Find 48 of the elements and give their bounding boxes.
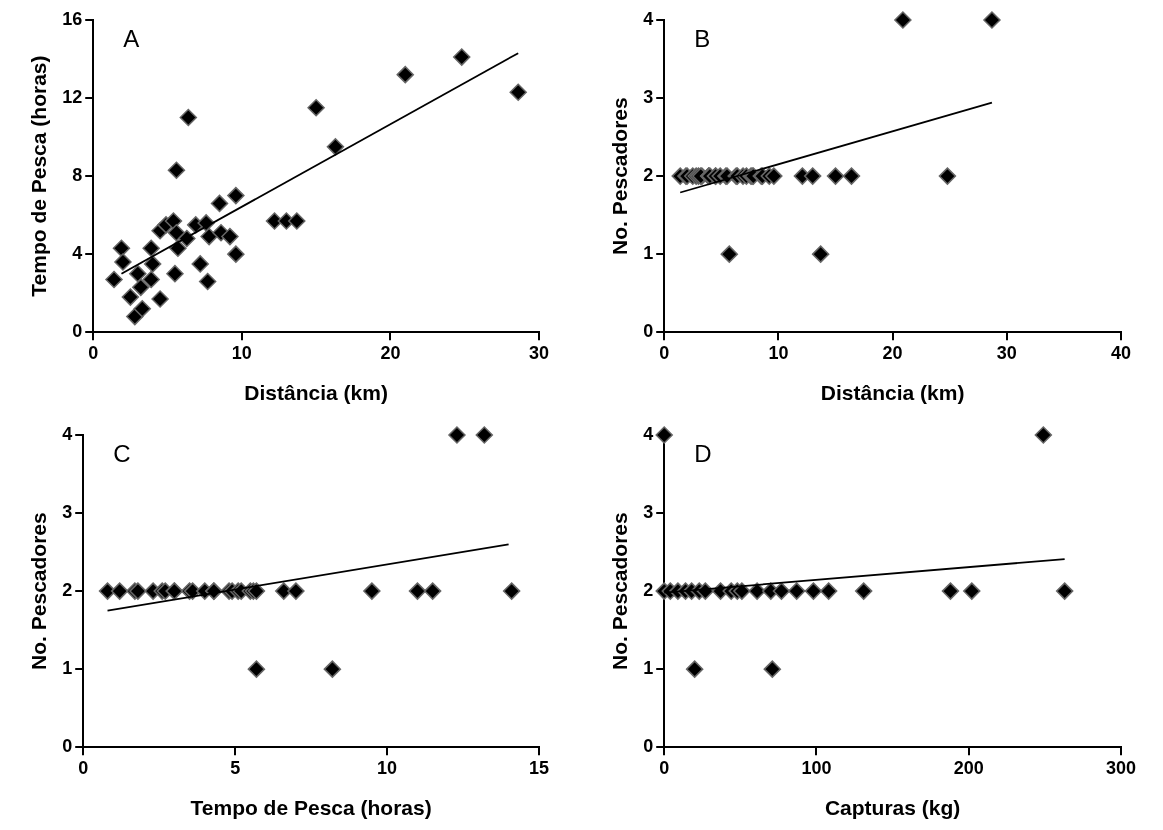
y-tick-label: 2 <box>62 580 73 601</box>
y-axis-title: No. Pescadores <box>608 97 632 255</box>
y-tick-label: 12 <box>62 87 83 108</box>
annotation: C <box>113 439 131 467</box>
x-tick-label: 0 <box>88 342 99 363</box>
y-tick-label: 3 <box>643 502 654 523</box>
x-tick-label: 30 <box>996 342 1017 363</box>
x-tick-label: 5 <box>230 757 241 778</box>
annotation: A <box>123 24 140 52</box>
annotation: B <box>694 24 711 52</box>
y-tick-label: 4 <box>62 423 73 444</box>
y-axis-title: No. Pescadores <box>608 512 632 670</box>
x-axis-title: Distância (km) <box>244 381 388 405</box>
y-tick-label: 0 <box>643 321 654 342</box>
y-tick-label: 2 <box>643 165 654 186</box>
annotation: D <box>694 439 712 467</box>
x-tick-label: 20 <box>380 342 401 363</box>
y-tick-label: 4 <box>72 243 83 264</box>
y-tick-label: 4 <box>643 423 654 444</box>
y-tick-label: 16 <box>62 8 83 29</box>
x-tick-label: 30 <box>528 342 550 363</box>
y-tick-label: 1 <box>643 658 654 679</box>
y-tick-label: 0 <box>72 321 83 342</box>
y-tick-label: 8 <box>72 165 83 186</box>
y-tick-label: 0 <box>643 736 654 757</box>
x-tick-label: 20 <box>882 342 903 363</box>
x-tick-label: 200 <box>953 757 984 778</box>
x-tick-label: 40 <box>1110 342 1132 363</box>
x-tick-label: 0 <box>659 757 670 778</box>
y-tick-label: 3 <box>62 502 73 523</box>
y-tick-label: 1 <box>62 658 73 679</box>
x-tick-label: 100 <box>801 757 832 778</box>
x-tick-label: 10 <box>377 757 398 778</box>
y-axis-title: No. Pescadores <box>27 512 51 670</box>
x-axis-title: Tempo de Pesca (horas) <box>190 796 432 820</box>
y-axis-title: Tempo de Pesca (horas) <box>27 55 51 297</box>
y-tick-label: 4 <box>643 8 654 29</box>
x-tick-label: 10 <box>768 342 789 363</box>
x-tick-label: 0 <box>659 342 670 363</box>
x-tick-label: 15 <box>528 757 550 778</box>
y-tick-label: 3 <box>643 87 654 108</box>
x-axis-title: Capturas (kg) <box>824 796 961 820</box>
y-tick-label: 0 <box>62 736 73 757</box>
x-tick-label: 10 <box>231 342 252 363</box>
y-tick-label: 2 <box>643 580 654 601</box>
x-axis-title: Distância (km) <box>820 381 965 405</box>
y-tick-label: 1 <box>643 243 654 264</box>
x-tick-label: 300 <box>1105 757 1137 778</box>
